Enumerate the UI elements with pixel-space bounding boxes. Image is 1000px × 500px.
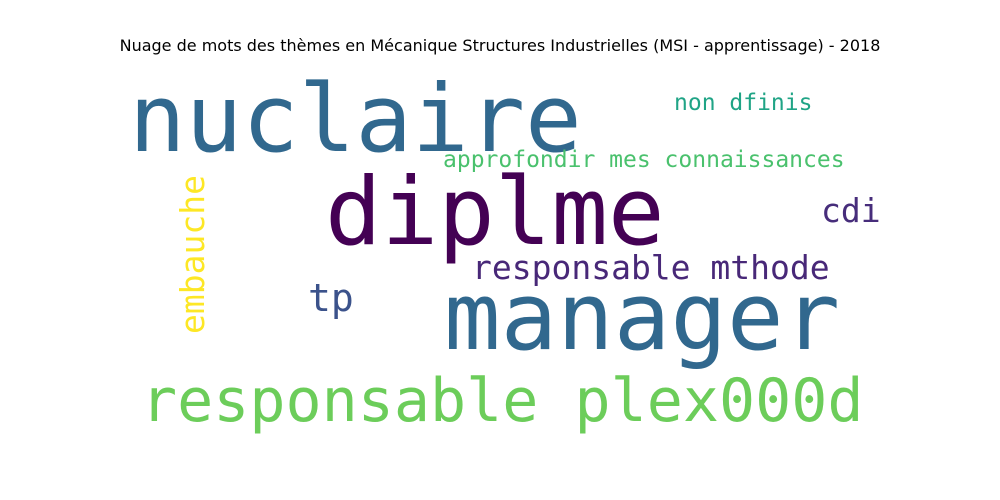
word-nuclaire: nuclaire [129,65,582,174]
word-embauche: embauche [173,175,212,334]
chart-title: Nuage de mots des thèmes en Mécanique St… [119,36,881,55]
word-diplme: diplme [325,158,665,267]
word-manager: manager [444,263,841,372]
word-tp: tp [308,276,354,320]
word-cdi: cdi [821,191,881,230]
word-approfondir-mes-connaissances: approfondir mes connaissances [443,147,845,173]
word-non-dfinis: non dfinis [674,90,813,116]
word-responsable-mthode: responsable mthode [472,248,830,287]
word-cloud: nuclaire diplme manager responsable plex… [125,62,900,449]
word-responsable-plex000d: responsable plex000d [141,366,864,436]
